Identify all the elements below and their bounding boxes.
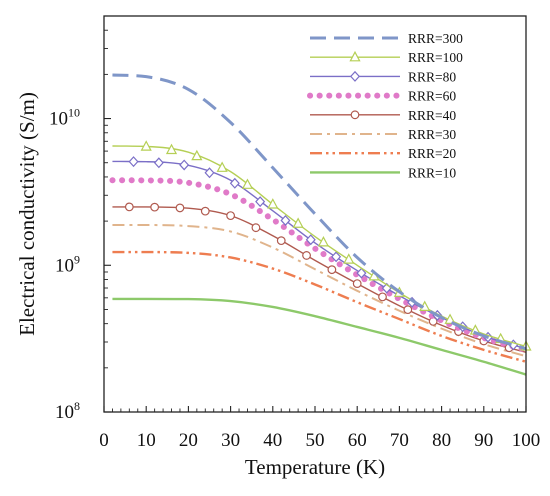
x-tick-label: 90 [474,430,493,451]
series-rrr-60 [109,177,529,353]
x-tick-label: 0 [99,430,109,451]
y-axis-title: Electrical conductivity (S/m) [15,92,39,336]
legend-label: RRR=10 [408,165,456,180]
legend-item: RRR=20 [310,146,456,161]
y-tick-base: 10 [55,255,74,276]
x-tick-label: 50 [306,430,325,451]
circle-marker [350,110,360,120]
triangle-marker [165,143,178,155]
x-axis-title: Temperature (K) [245,455,385,479]
y-tick-base: 10 [55,402,74,423]
y-tick-exponent: 10 [68,106,80,120]
diamond-marker [179,159,190,171]
triangle-marker [292,217,304,228]
legend-item: RRR=10 [310,165,456,180]
legend-label: RRR=100 [408,50,463,65]
series-rrr-300 [112,73,527,351]
plot-series-group [109,73,532,376]
diamond-marker [280,214,291,226]
triangle-marker [216,161,228,172]
x-tick-label: 10 [137,430,156,451]
circle-marker [226,211,236,221]
x-tick-label: 30 [221,430,240,451]
diamond-marker [255,196,266,208]
series-line [112,73,527,351]
diamond-marker [331,251,342,263]
legend-item: RRR=100 [310,50,463,65]
diamond-marker [356,267,367,279]
series-rrr-40 [112,202,527,354]
circle-marker [124,202,134,212]
legend-label: RRR=300 [408,31,463,46]
circle-marker [327,265,337,275]
circle-marker [378,292,387,302]
series-rrr-20 [112,250,527,363]
series-rrr-30 [112,224,527,358]
triangle-marker [140,140,152,151]
triangle-marker [191,149,203,161]
circle-marker [251,223,261,233]
y-tick-exponent: 9 [74,252,80,266]
legend-item: RRR=60 [307,89,456,104]
triangle-marker [267,198,279,209]
x-tick-label: 60 [348,430,367,451]
legend-item: RRR=40 [310,108,456,123]
circle-marker [302,251,311,260]
circle-marker [352,279,362,289]
triangle-marker [444,313,456,324]
diamond-marker [204,167,215,179]
triangle-marker [343,253,355,264]
diamond-marker [305,234,316,246]
legend: RRR=300 RRR=100 RRR=80 RRR=60 RRR=40 RRR=30 RR… [307,31,463,180]
x-tick-label: 100 [512,430,541,451]
series-line [112,297,527,376]
y-tick-label: 1010 [49,106,80,130]
plot-frame [103,15,527,413]
series-line [109,177,529,353]
circle-marker [276,236,286,246]
legend-item: RRR=30 [310,127,456,142]
legend-item: RRR=300 [310,31,463,46]
x-tick-label: 40 [263,430,282,451]
y-tick-exponent: 8 [74,399,80,413]
legend-label: RRR=80 [408,69,456,84]
x-tick-label: 70 [390,430,409,451]
triangle-marker [349,50,361,62]
series-line [112,250,527,363]
diamond-marker [128,156,139,168]
diamond-marker [229,177,240,189]
circle-marker [200,206,210,216]
series-rrr-10 [112,297,527,376]
diamond-marker [153,157,164,169]
y-tick-base: 10 [49,109,68,130]
legend-label: RRR=30 [408,127,456,142]
y-tick-label: 108 [55,399,80,423]
series-line [112,224,527,358]
x-tick-label: 20 [179,430,198,451]
circle-marker [175,203,185,213]
circle-marker [403,305,413,315]
y-tick-label: 109 [55,252,80,276]
triangle-marker [241,178,254,189]
series-line [112,160,527,350]
legend-label: RRR=20 [408,146,456,161]
legend-label: RRR=40 [408,108,456,123]
x-tick-label: 80 [432,430,451,451]
circle-marker [150,202,160,212]
triangle-marker [317,236,330,247]
legend-label: RRR=60 [408,89,456,104]
legend-item: RRR=80 [310,69,456,84]
diamond-marker [349,70,361,82]
